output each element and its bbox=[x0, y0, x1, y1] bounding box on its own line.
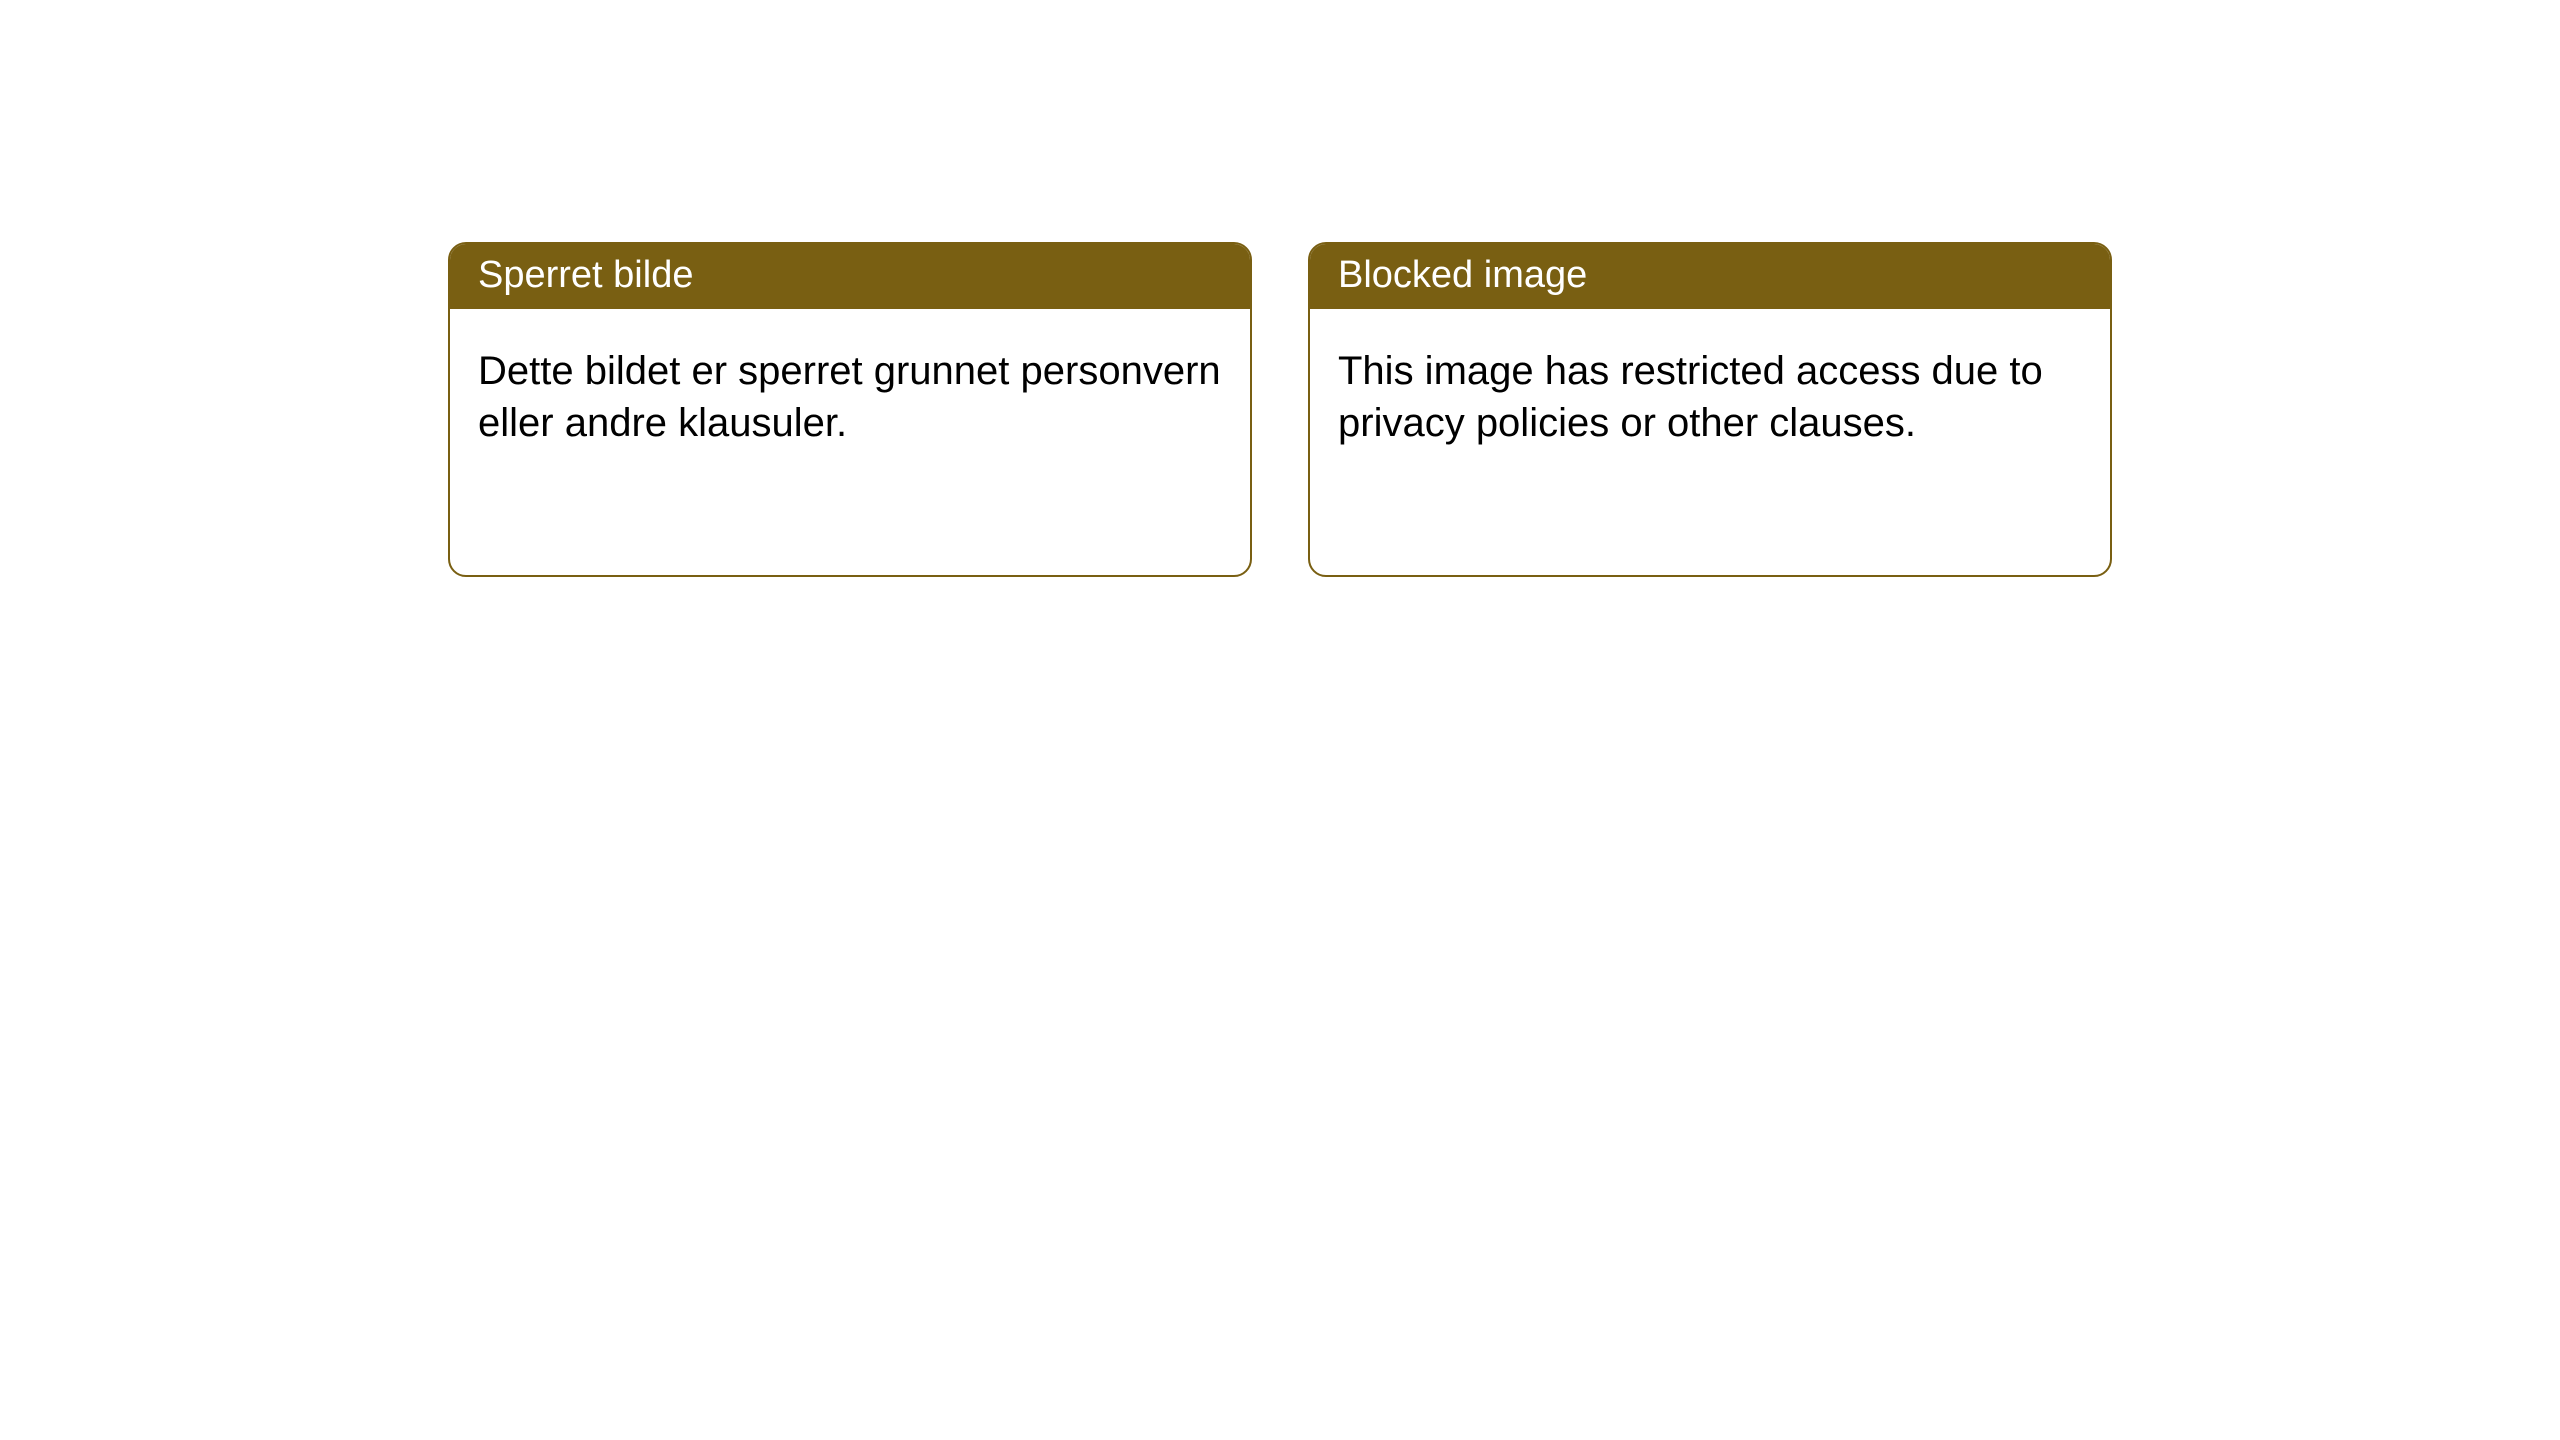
notice-container: Sperret bilde Dette bildet er sperret gr… bbox=[0, 0, 2560, 577]
notice-body: This image has restricted access due to … bbox=[1310, 309, 2110, 477]
notice-title: Blocked image bbox=[1310, 244, 2110, 309]
notice-card-norwegian: Sperret bilde Dette bildet er sperret gr… bbox=[448, 242, 1252, 577]
notice-body: Dette bildet er sperret grunnet personve… bbox=[450, 309, 1250, 477]
notice-card-english: Blocked image This image has restricted … bbox=[1308, 242, 2112, 577]
notice-title: Sperret bilde bbox=[450, 244, 1250, 309]
